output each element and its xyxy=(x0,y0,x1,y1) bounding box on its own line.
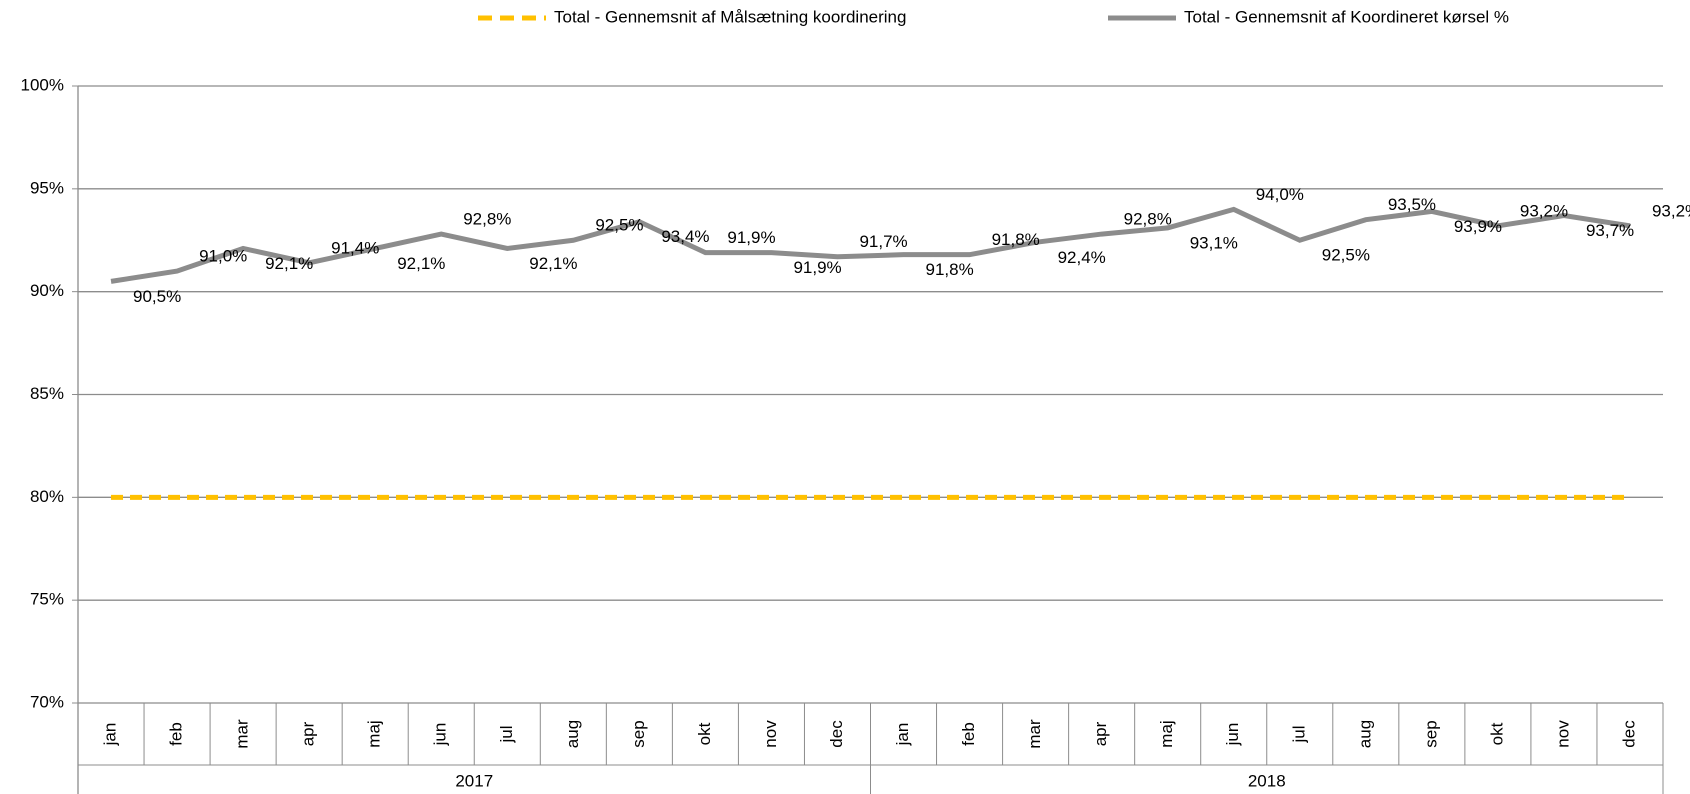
group-label: 2017 xyxy=(455,771,493,790)
y-tick-label: 70% xyxy=(30,692,64,711)
x-tick-label: nov xyxy=(761,720,780,748)
data-label: 91,9% xyxy=(793,258,841,277)
data-label: 93,9% xyxy=(1454,217,1502,236)
x-tick-label: jun xyxy=(1223,723,1242,747)
x-tick-label: feb xyxy=(959,722,978,746)
data-label: 92,1% xyxy=(265,254,313,273)
data-label: 90,5% xyxy=(133,287,181,306)
x-tick-label: mar xyxy=(1025,719,1044,749)
data-label: 92,8% xyxy=(1124,210,1172,229)
x-tick-label: jun xyxy=(431,723,450,747)
data-label: 91,8% xyxy=(926,260,974,279)
x-tick-label: jul xyxy=(1289,725,1308,743)
x-tick-label: dec xyxy=(827,720,846,748)
data-label: 93,7% xyxy=(1586,221,1634,240)
data-label: 92,4% xyxy=(1058,248,1106,267)
x-tick-label: mar xyxy=(233,719,252,749)
y-tick-label: 85% xyxy=(30,384,64,403)
x-tick-label: okt xyxy=(1487,722,1506,745)
data-label: 91,8% xyxy=(992,230,1040,249)
data-label: 93,1% xyxy=(1190,233,1238,252)
legend-label: Total - Gennemsnit af Målsætning koordin… xyxy=(554,7,906,26)
data-label: 93,2% xyxy=(1520,201,1568,220)
data-label: 91,9% xyxy=(727,228,775,247)
data-label: 91,7% xyxy=(859,232,907,251)
data-label: 92,8% xyxy=(463,210,511,229)
x-tick-label: jan xyxy=(101,723,120,747)
data-label: 91,0% xyxy=(199,247,247,266)
data-label: 94,0% xyxy=(1256,185,1304,204)
y-tick-label: 75% xyxy=(30,590,64,609)
y-tick-label: 80% xyxy=(30,487,64,506)
x-tick-label: apr xyxy=(1091,721,1110,746)
data-label: 92,5% xyxy=(1322,246,1370,265)
y-tick-label: 90% xyxy=(30,281,64,300)
x-tick-label: nov xyxy=(1553,720,1572,748)
x-tick-label: jan xyxy=(893,723,912,747)
data-label: 91,4% xyxy=(331,238,379,257)
x-tick-label: maj xyxy=(1157,720,1176,747)
y-tick-label: 100% xyxy=(21,75,64,94)
data-label: 92,5% xyxy=(595,216,643,235)
group-label: 2018 xyxy=(1248,771,1286,790)
x-tick-label: sep xyxy=(629,720,648,747)
series-line xyxy=(110,206,1631,284)
data-label: 93,2% xyxy=(1652,201,1690,220)
x-tick-label: aug xyxy=(1355,720,1374,748)
legend-label: Total - Gennemsnit af Koordineret kørsel… xyxy=(1184,7,1509,26)
x-tick-label: jul xyxy=(497,725,516,743)
x-tick-label: apr xyxy=(299,721,318,746)
data-label: 93,4% xyxy=(661,227,709,246)
x-tick-label: dec xyxy=(1619,720,1638,748)
x-tick-label: sep xyxy=(1421,720,1440,747)
y-tick-label: 95% xyxy=(30,178,64,197)
data-label: 92,1% xyxy=(529,254,577,273)
x-tick-label: aug xyxy=(563,720,582,748)
x-tick-label: maj xyxy=(365,720,384,747)
data-label: 92,1% xyxy=(397,254,445,273)
x-tick-label: okt xyxy=(695,722,714,745)
x-tick-label: feb xyxy=(167,722,186,746)
data-label: 93,5% xyxy=(1388,195,1436,214)
